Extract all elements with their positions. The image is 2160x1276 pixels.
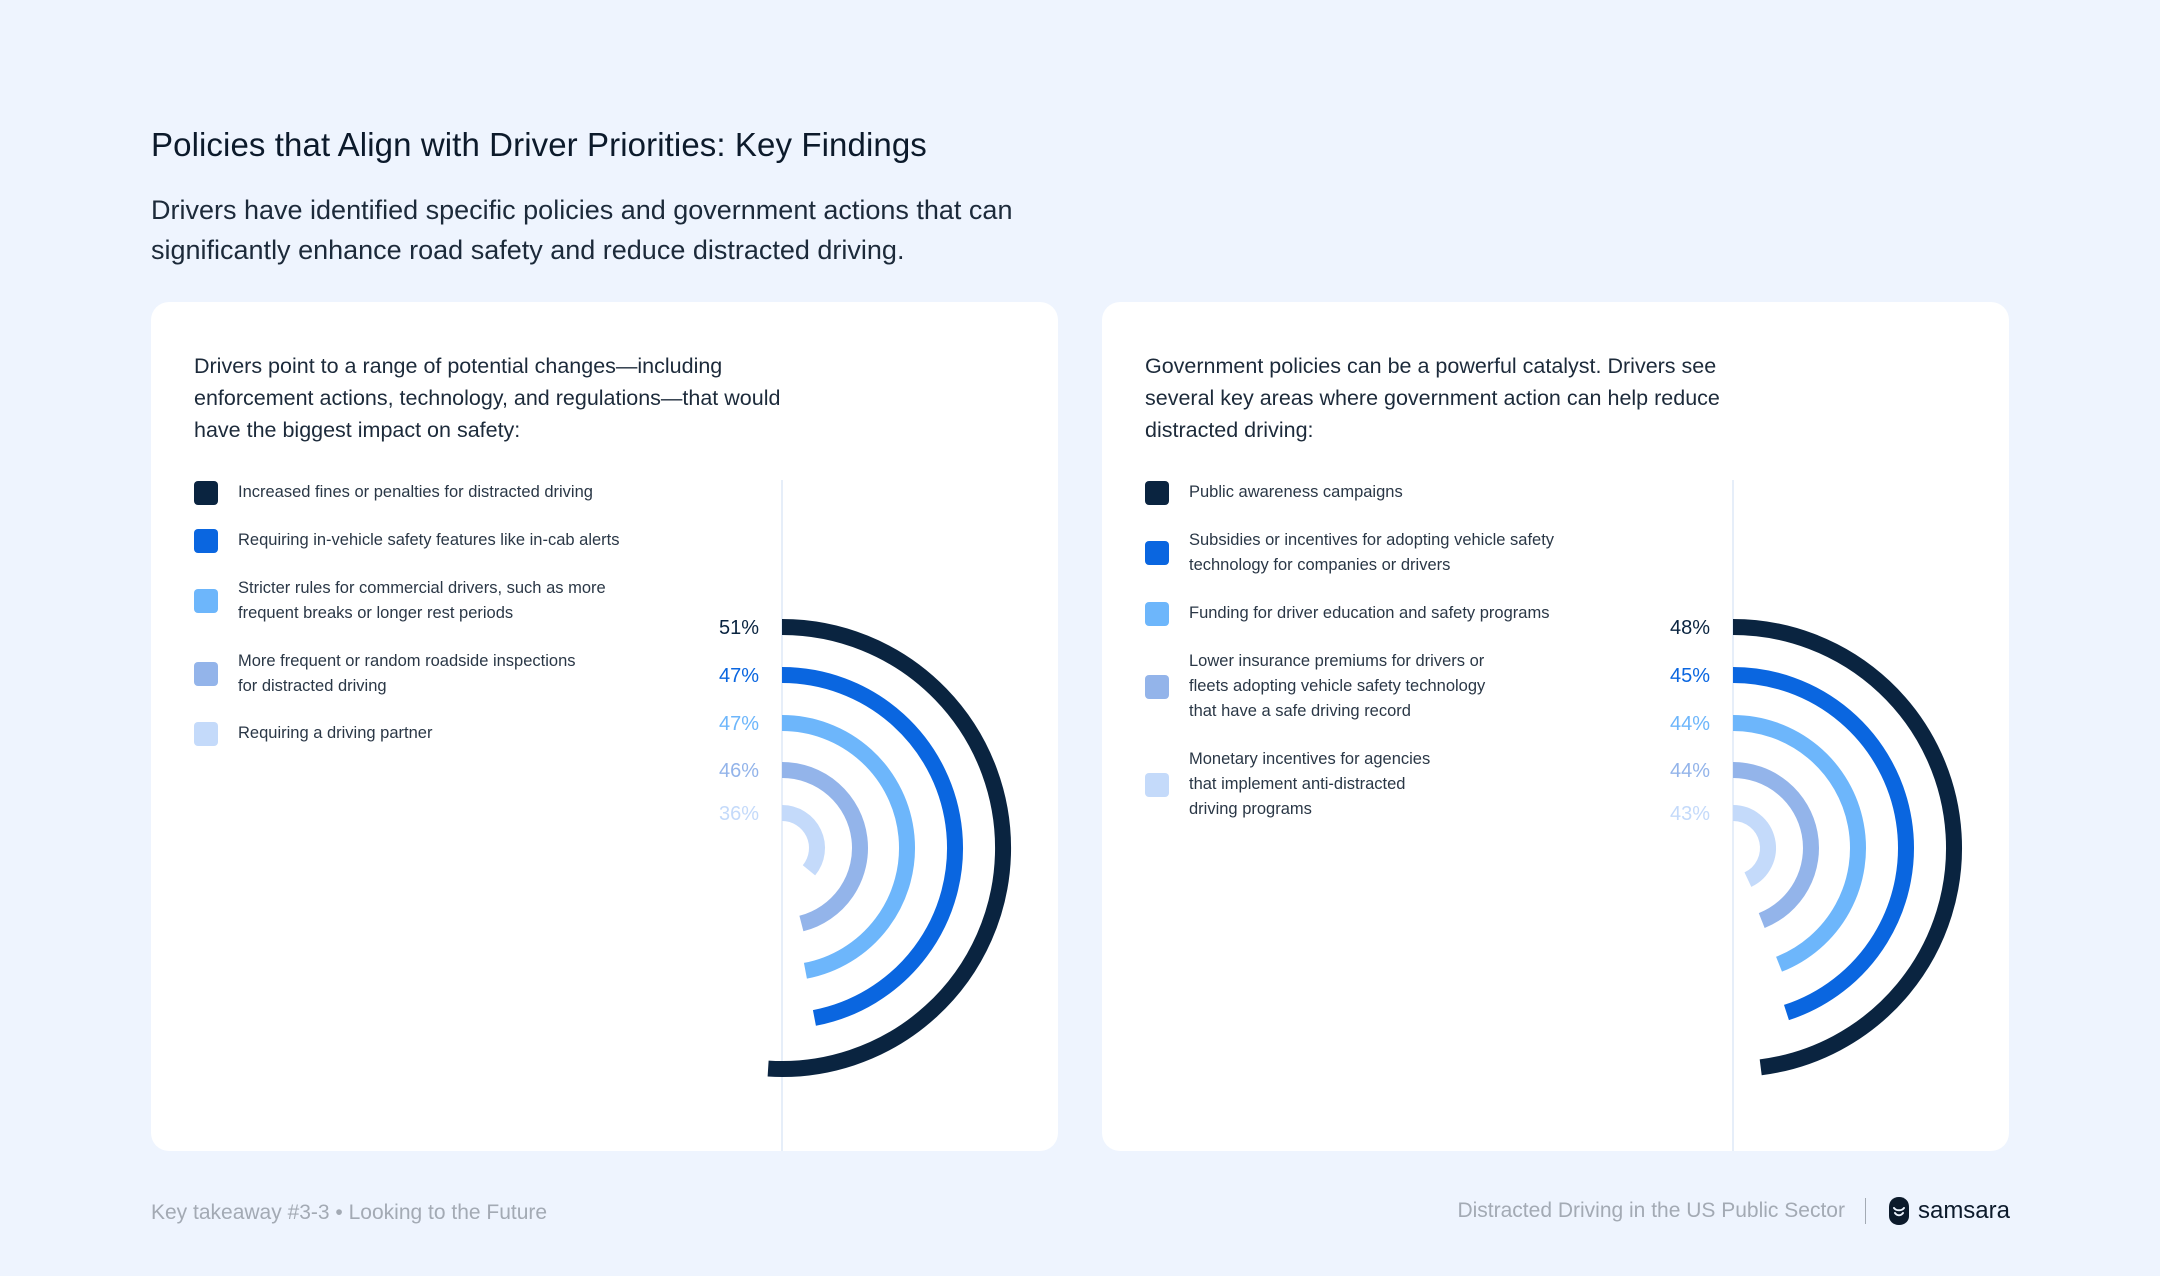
footer-document-title: Distracted Driving in the US Public Sect… xyxy=(1457,1199,1845,1222)
card-intro: Government policies can be a powerful ca… xyxy=(1145,354,1720,442)
legend-label: Subsidies or incentives for adopting veh… xyxy=(1189,531,1555,574)
legend-swatch xyxy=(1145,772,1169,797)
footer-takeaway: Key takeaway #3-3 • Looking to the Futur… xyxy=(151,1201,548,1224)
right-chart-card: Government policies can be a powerful ca… xyxy=(1102,302,2009,1151)
brand-name: samsara xyxy=(1917,1197,2010,1224)
data-label: 47% xyxy=(719,665,759,687)
radial-bar xyxy=(781,805,825,876)
legend-item: Public awareness campaigns xyxy=(1145,480,1403,505)
data-label: 51% xyxy=(719,617,759,639)
radial-bar-chart: 51% 47% 47% 46% 36% xyxy=(719,480,1011,1151)
legend-item: Stricter rules for commercial drivers, s… xyxy=(194,576,606,626)
samsara-logo-icon xyxy=(1888,1197,1909,1225)
legend-label: Requiring a driving partner xyxy=(238,724,433,742)
legend-label: Requiring in-vehicle safety features lik… xyxy=(238,531,620,549)
card-intro: Drivers point to a range of potential ch… xyxy=(194,354,781,442)
legend-item: Lower insurance premiums for drivers or … xyxy=(1145,649,1485,724)
legend-label: Lower insurance premiums for drivers or … xyxy=(1189,652,1486,720)
legend-item: Subsidies or incentives for adopting veh… xyxy=(1145,528,1554,578)
legend-swatch xyxy=(194,721,218,746)
legend-swatch xyxy=(194,662,218,686)
data-label: 47% xyxy=(719,713,759,735)
legend-swatch xyxy=(1145,541,1169,565)
data-label: 43% xyxy=(1670,803,1710,825)
brand-logo: samsara xyxy=(1888,1196,2010,1226)
radial-bar xyxy=(1732,619,1963,1076)
legend-swatch xyxy=(194,480,218,505)
left-chart-card: Drivers point to a range of potential ch… xyxy=(151,302,1058,1151)
legend-item: More frequent or random roadside inspect… xyxy=(194,649,576,699)
legend-label: Increased fines or penalties for distrac… xyxy=(238,483,593,501)
legend-swatch xyxy=(1145,480,1169,505)
legend-swatch xyxy=(1145,674,1169,699)
page-title: Policies that Align with Driver Prioriti… xyxy=(151,126,927,163)
radial-bar xyxy=(781,667,964,1026)
radial-bar xyxy=(1732,805,1776,887)
legend-label: Public awareness campaigns xyxy=(1189,483,1403,501)
radial-bar xyxy=(1732,667,1914,1021)
data-label: 44% xyxy=(1670,713,1710,735)
radial-bar xyxy=(1732,762,1819,928)
legend-label: More frequent or random roadside inspect… xyxy=(238,652,576,695)
data-label: 46% xyxy=(719,760,759,782)
legend-item: Increased fines or penalties for distrac… xyxy=(194,480,593,505)
legend-item: Monetary incentives for agencies that im… xyxy=(1145,747,1430,822)
data-label: 44% xyxy=(1670,760,1710,782)
footer-divider xyxy=(1864,1198,1866,1224)
legend-swatch xyxy=(194,589,218,613)
page-subtitle: Drivers have identified specific policie… xyxy=(151,195,1013,265)
legend-item: Funding for driver education and safety … xyxy=(1145,601,1549,626)
radial-bar xyxy=(781,762,868,932)
legend-label: Stricter rules for commercial drivers, s… xyxy=(238,579,606,622)
data-label: 36% xyxy=(719,803,759,825)
data-label: 45% xyxy=(1670,665,1710,687)
legend-swatch xyxy=(194,528,218,553)
legend-item: Requiring in-vehicle safety features lik… xyxy=(194,528,620,553)
data-label: 48% xyxy=(1670,617,1710,639)
radial-bar-chart: 48% 45% 44% 44% 43% xyxy=(1670,480,1963,1151)
radial-bar xyxy=(1732,715,1866,972)
legend-label: Funding for driver education and safety … xyxy=(1189,604,1550,622)
footer-right: Distracted Driving in the US Public Sect… xyxy=(1457,1196,2010,1226)
radial-bar xyxy=(767,619,1011,1077)
legend-item: Requiring a driving partner xyxy=(194,721,432,746)
legend-label: Monetary incentives for agencies that im… xyxy=(1189,750,1431,818)
radial-bar xyxy=(781,715,915,979)
legend-swatch xyxy=(1145,601,1169,626)
